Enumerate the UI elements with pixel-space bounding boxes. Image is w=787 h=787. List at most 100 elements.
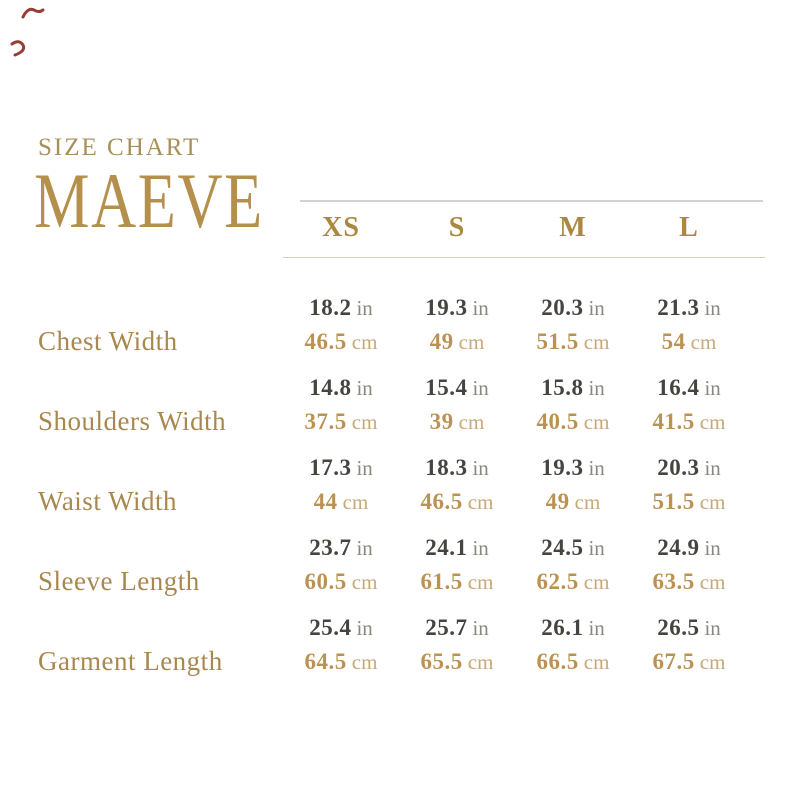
table-row-garment-length: Garment Length 25.4 in 64.5 cm 25.7 in 65.5… <box>38 593 747 676</box>
inch-value: 16.4 <box>657 375 700 400</box>
header-top-rule <box>300 200 763 202</box>
inch-value: 25.4 <box>309 615 352 640</box>
inch-unit: in <box>704 376 721 400</box>
table-row-shoulders-width: Shoulders Width 14.8 in 37.5 cm 15.4 in 39 c… <box>38 353 747 436</box>
cm-value: 67.5 <box>652 649 695 674</box>
table-row-sleeve-length: Sleeve Length 23.7 in 60.5 cm 24.1 in 61.5 c… <box>38 513 747 596</box>
inch-unit: in <box>356 296 373 320</box>
cm-unit: cm <box>699 570 726 594</box>
measurement-cell: 24.5 in 62.5 cm <box>515 513 631 598</box>
measurement-cell: 25.4 in 64.5 cm <box>283 593 399 678</box>
inch-value: 14.8 <box>309 375 352 400</box>
measurement-cell: 26.5 in 67.5 cm <box>631 593 747 678</box>
inch-unit: in <box>588 616 605 640</box>
inch-unit: in <box>472 536 489 560</box>
inch-value: 15.4 <box>425 375 468 400</box>
cm-unit: cm <box>574 490 601 514</box>
size-chart-title: SIZE CHART <box>38 134 201 161</box>
inch-value: 17.3 <box>309 455 352 480</box>
measurement-cell: 20.3 in 51.5 cm <box>515 273 631 358</box>
inch-value: 26.1 <box>541 615 584 640</box>
table-row-waist-width: Waist Width 17.3 in 44 cm 18.3 in 46.5 cm 19… <box>38 433 747 516</box>
cm-unit: cm <box>351 570 378 594</box>
inch-value: 18.2 <box>309 295 352 320</box>
cm-value: 51.5 <box>652 489 695 514</box>
cm-value: 49 <box>545 489 570 514</box>
inch-value: 20.3 <box>541 295 584 320</box>
table-row-chest-width: Chest Width 18.2 in 46.5 cm 19.3 in 49 cm 20… <box>38 273 747 356</box>
inch-unit: in <box>472 616 489 640</box>
inch-value: 25.7 <box>425 615 468 640</box>
inch-value: 26.5 <box>657 615 700 640</box>
cm-value: 51.5 <box>536 329 579 354</box>
cm-value: 40.5 <box>536 409 579 434</box>
measurement-cell: 18.3 in 46.5 cm <box>399 433 515 518</box>
cm-unit: cm <box>583 570 610 594</box>
size-header-l: L <box>679 211 699 243</box>
cm-value: 41.5 <box>652 409 695 434</box>
measurement-cell: 15.4 in 39 cm <box>399 353 515 438</box>
cm-unit: cm <box>458 330 485 354</box>
measurement-cell: 25.7 in 65.5 cm <box>399 593 515 678</box>
row-label: Sleeve Length <box>38 566 200 596</box>
measurement-cell: 19.3 in 49 cm <box>515 433 631 518</box>
inch-value: 21.3 <box>657 295 700 320</box>
measurement-cell: 23.7 in 60.5 cm <box>283 513 399 598</box>
cm-unit: cm <box>342 490 369 514</box>
measurement-cell: 17.3 in 44 cm <box>283 433 399 518</box>
inch-unit: in <box>588 296 605 320</box>
inch-unit: in <box>704 616 721 640</box>
measurement-cell: 20.3 in 51.5 cm <box>631 433 747 518</box>
measurement-cell: 24.1 in 61.5 cm <box>399 513 515 598</box>
inch-unit: in <box>588 456 605 480</box>
size-header-m: M <box>559 211 587 243</box>
cm-value: 46.5 <box>304 329 347 354</box>
inch-value: 23.7 <box>309 535 352 560</box>
row-label: Chest Width <box>38 326 178 356</box>
red-scribble-icon <box>10 40 26 57</box>
inch-unit: in <box>472 376 489 400</box>
cm-unit: cm <box>699 410 726 434</box>
measurement-cell: 26.1 in 66.5 cm <box>515 593 631 678</box>
inch-unit: in <box>356 616 373 640</box>
brand-name: MAEVE <box>34 157 264 244</box>
size-header-s: S <box>448 211 466 243</box>
measurement-table: Chest Width 18.2 in 46.5 cm 19.3 in 49 cm 20… <box>38 273 747 676</box>
cm-value: 49 <box>429 329 454 354</box>
cm-value: 44 <box>313 489 338 514</box>
cm-unit: cm <box>351 650 378 674</box>
cm-value: 46.5 <box>420 489 463 514</box>
inch-unit: in <box>472 456 489 480</box>
row-label: Shoulders Width <box>38 406 227 436</box>
measurement-cell: 18.2 in 46.5 cm <box>283 273 399 358</box>
cm-value: 60.5 <box>304 569 347 594</box>
inch-unit: in <box>356 456 373 480</box>
cm-value: 63.5 <box>652 569 695 594</box>
inch-value: 19.3 <box>541 455 584 480</box>
header-bottom-rule <box>283 257 765 258</box>
cm-value: 37.5 <box>304 409 347 434</box>
inch-value: 24.5 <box>541 535 584 560</box>
cm-value: 66.5 <box>536 649 579 674</box>
measurement-cell: 21.3 in 54 cm <box>631 273 747 358</box>
cm-unit: cm <box>690 330 717 354</box>
measurement-cell: 16.4 in 41.5 cm <box>631 353 747 438</box>
cm-unit: cm <box>583 650 610 674</box>
inch-value: 24.1 <box>425 535 468 560</box>
inch-value: 15.8 <box>541 375 584 400</box>
cm-unit: cm <box>583 410 610 434</box>
cm-value: 64.5 <box>304 649 347 674</box>
inch-unit: in <box>704 536 721 560</box>
cm-unit: cm <box>467 650 494 674</box>
cm-unit: cm <box>351 410 378 434</box>
cm-unit: cm <box>458 410 485 434</box>
inch-unit: in <box>588 536 605 560</box>
inch-unit: in <box>356 536 373 560</box>
inch-value: 19.3 <box>425 295 468 320</box>
cm-value: 54 <box>661 329 686 354</box>
cm-unit: cm <box>583 330 610 354</box>
size-header-xs: XS <box>322 211 360 243</box>
measurement-cell: 14.8 in 37.5 cm <box>283 353 399 438</box>
cm-value: 62.5 <box>536 569 579 594</box>
row-label: Garment Length <box>38 646 223 676</box>
